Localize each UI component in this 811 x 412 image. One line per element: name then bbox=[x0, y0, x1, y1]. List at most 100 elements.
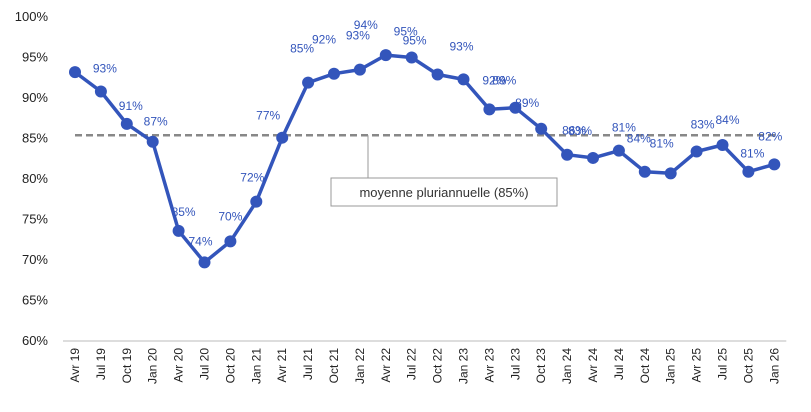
annotation-box bbox=[330, 177, 558, 207]
y-tick-label: 70% bbox=[22, 252, 48, 267]
x-tick-label: Avr 25 bbox=[690, 348, 704, 383]
data-label: 89% bbox=[515, 96, 539, 110]
x-tick-label: Avr 19 bbox=[68, 348, 82, 383]
x-tick-label: Jan 20 bbox=[146, 348, 160, 384]
data-label: 83% bbox=[568, 124, 592, 138]
data-label: 93% bbox=[346, 29, 370, 43]
data-label: 91% bbox=[119, 99, 143, 113]
data-label: 74% bbox=[188, 234, 212, 248]
data-point bbox=[94, 85, 107, 98]
data-point bbox=[612, 144, 625, 157]
y-tick-label: 90% bbox=[22, 90, 48, 105]
x-tick-label: Avr 24 bbox=[586, 348, 600, 383]
x-tick-label: Oct 23 bbox=[534, 348, 548, 384]
x-tick-label: Jul 19 bbox=[94, 348, 108, 380]
data-labels: 93%91%87%85%74%70%72%77%85%92% 93%94% 95%9… bbox=[93, 18, 783, 248]
data-point bbox=[716, 138, 729, 151]
x-tick-label: Avr 23 bbox=[482, 348, 496, 383]
data-label: 89% bbox=[492, 74, 516, 88]
data-point bbox=[302, 76, 315, 89]
y-tick-label: 75% bbox=[22, 212, 48, 227]
x-axis-ticks: Avr 19 Jul 19 Oct 19 Jan 20 Avr 20 Jul 20 Oct … bbox=[68, 348, 781, 384]
x-tick-label: Oct 20 bbox=[223, 348, 237, 384]
data-point bbox=[69, 66, 81, 79]
data-label: 81% bbox=[650, 136, 674, 150]
data-label: 94% bbox=[354, 18, 378, 32]
data-label: 72% bbox=[240, 171, 264, 185]
data-point bbox=[353, 63, 366, 76]
data-label: 93% bbox=[449, 39, 473, 53]
average-reference-line-group: moyenne pluriannuelle (85%) bbox=[75, 134, 779, 207]
series-line bbox=[73, 53, 777, 265]
data-label: 93% bbox=[93, 62, 117, 76]
y-tick-label: 65% bbox=[22, 293, 48, 308]
x-tick-label: Jan 22 bbox=[353, 348, 367, 384]
data-point bbox=[276, 131, 289, 144]
data-label: 85% bbox=[172, 205, 196, 219]
x-tick-label: Jul 20 bbox=[198, 348, 212, 380]
data-point bbox=[328, 67, 340, 80]
data-point bbox=[664, 167, 677, 180]
x-tick-label: Jan 24 bbox=[560, 348, 574, 384]
data-label: 77% bbox=[256, 109, 280, 123]
data-point bbox=[457, 73, 470, 86]
data-label: 95% bbox=[403, 34, 427, 48]
data-point bbox=[198, 256, 211, 269]
data-label: 95% bbox=[394, 25, 418, 39]
data-label: 81% bbox=[612, 121, 636, 135]
data-label: 84% bbox=[715, 113, 739, 127]
x-tick-label: Jul 21 bbox=[301, 348, 315, 380]
x-tick-label: Jan 25 bbox=[664, 348, 678, 384]
annotation-text: moyenne pluriannuelle (85%) bbox=[359, 185, 528, 200]
data-point bbox=[742, 165, 755, 178]
data-label: 84% bbox=[627, 132, 651, 146]
data-point bbox=[768, 158, 781, 171]
x-tick-label: Oct 25 bbox=[741, 348, 755, 384]
data-label: 82% bbox=[758, 129, 782, 143]
data-label: 92% bbox=[312, 33, 336, 47]
x-tick-label: Jan 21 bbox=[249, 348, 263, 384]
y-tick-label: 60% bbox=[22, 333, 48, 348]
x-tick-label: Jan 23 bbox=[457, 348, 471, 384]
data-label: 86% bbox=[562, 124, 586, 138]
data-point bbox=[224, 235, 237, 248]
x-tick-label: Jul 23 bbox=[508, 348, 522, 380]
x-tick-label: Oct 21 bbox=[327, 348, 341, 384]
data-label: 87% bbox=[144, 115, 168, 129]
data-point bbox=[587, 151, 599, 164]
y-tick-label: 85% bbox=[22, 131, 48, 146]
data-point bbox=[509, 101, 522, 114]
data-label: 70% bbox=[218, 209, 242, 223]
x-tick-label: Jul 24 bbox=[612, 348, 626, 380]
x-tick-label: Avr 21 bbox=[275, 348, 289, 383]
x-tick-label: Oct 22 bbox=[431, 348, 445, 384]
data-label: 83% bbox=[691, 117, 715, 131]
data-point bbox=[405, 51, 418, 64]
data-points bbox=[69, 49, 781, 269]
data-point bbox=[250, 195, 263, 208]
y-axis-ticks: 60% 65% 70% 75% 80% 85% 90% 95% 100% bbox=[15, 9, 49, 348]
x-tick-label: Avr 22 bbox=[379, 348, 393, 383]
data-label: 81% bbox=[740, 147, 764, 161]
y-tick-label: 100% bbox=[15, 9, 49, 24]
data-point bbox=[638, 165, 651, 178]
y-tick-label: 95% bbox=[22, 50, 48, 65]
data-point bbox=[172, 224, 185, 237]
x-tick-label: Jul 22 bbox=[405, 348, 419, 380]
data-point bbox=[431, 68, 444, 81]
x-tick-label: Oct 19 bbox=[120, 348, 134, 384]
y-tick-label: 80% bbox=[22, 171, 48, 186]
data-point bbox=[483, 103, 496, 116]
x-tick-label: Jan 26 bbox=[767, 348, 781, 384]
data-point bbox=[146, 135, 159, 148]
data-point bbox=[561, 148, 574, 161]
data-label: 92% bbox=[482, 73, 506, 87]
data-label: 85% bbox=[290, 42, 314, 56]
x-tick-label: Oct 24 bbox=[638, 348, 652, 384]
data-point bbox=[690, 145, 703, 158]
data-point bbox=[535, 122, 548, 135]
data-point bbox=[120, 117, 133, 130]
x-tick-label: Avr 20 bbox=[172, 348, 186, 383]
x-tick-label: Jul 25 bbox=[716, 348, 730, 380]
